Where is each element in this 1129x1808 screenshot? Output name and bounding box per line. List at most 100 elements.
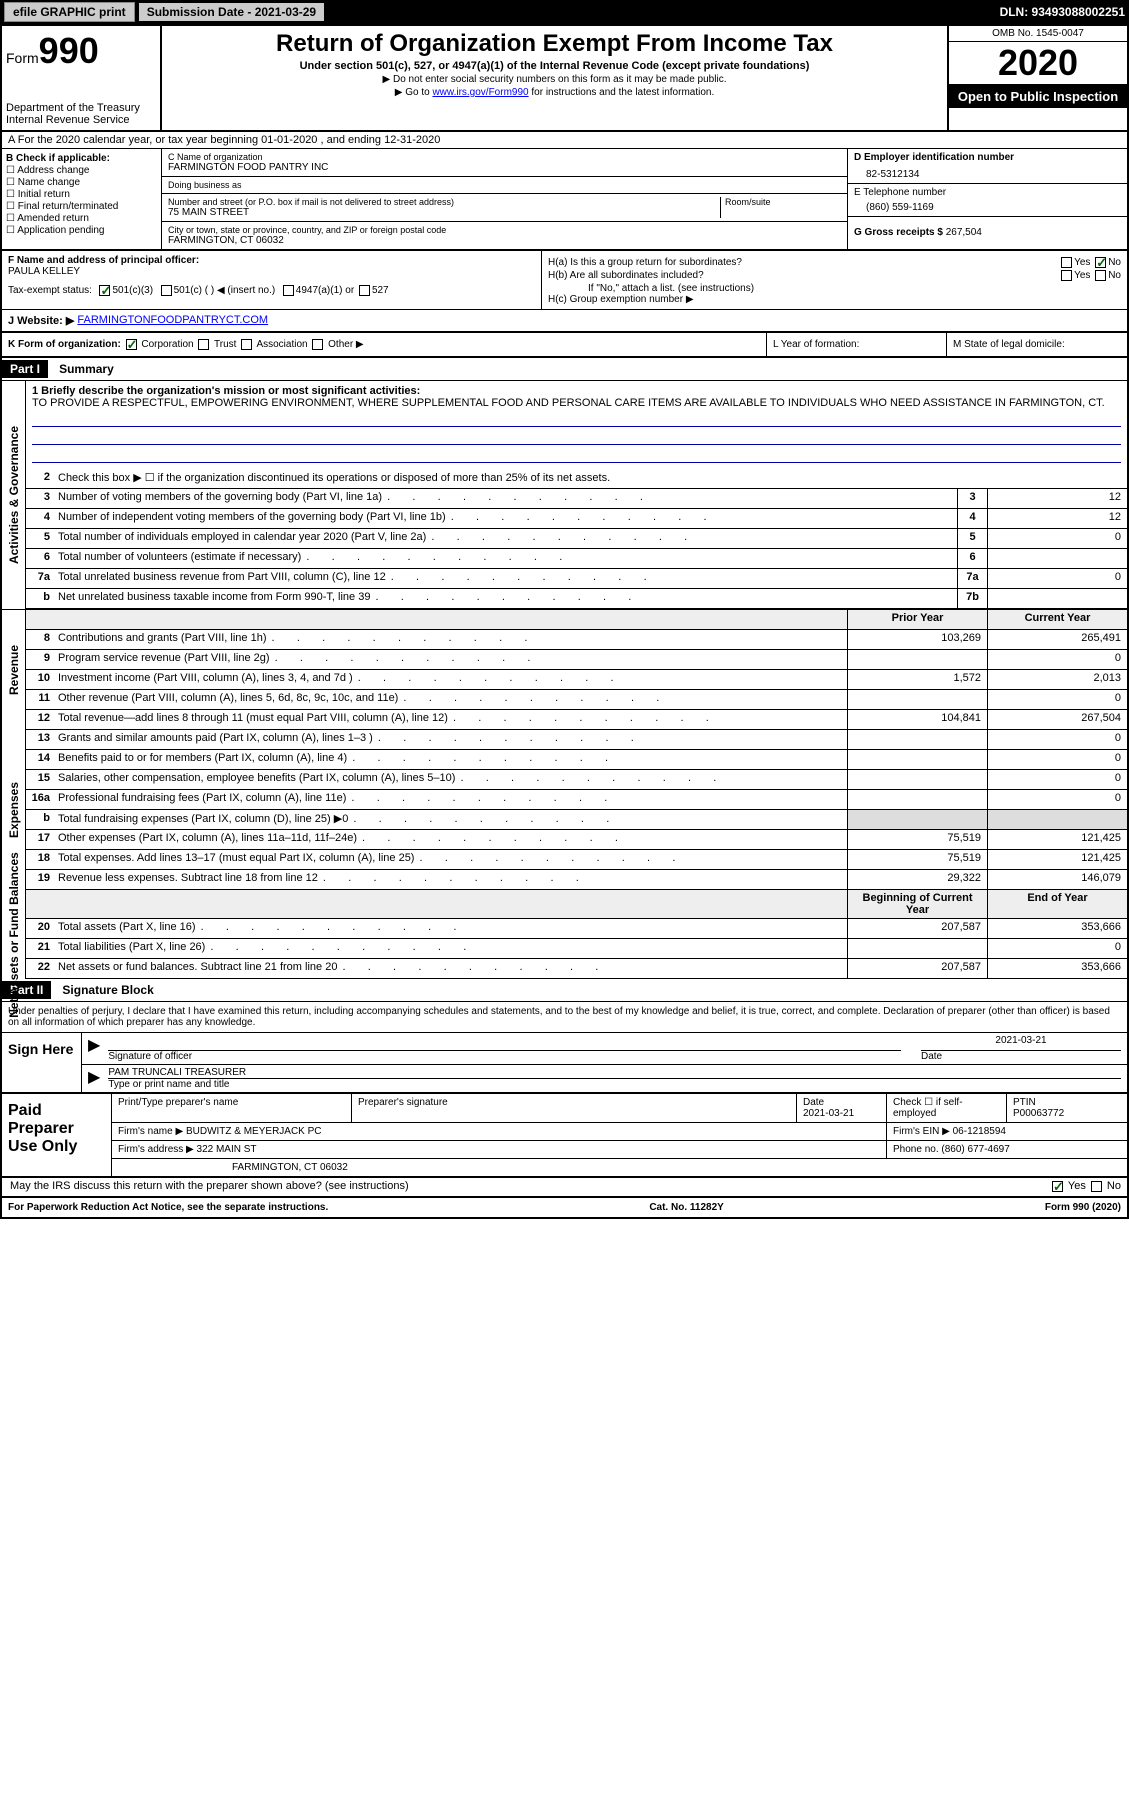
box-c: C Name of organization FARMINGTON FOOD P… [162,149,847,249]
date-label: Date [921,1051,1121,1062]
website-link[interactable]: FARMINGTONFOODPANTRYCT.COM [77,314,268,327]
gross-value: 267,504 [946,227,982,238]
hb-yes[interactable] [1061,270,1072,281]
officer-label: F Name and address of principal officer: [8,255,535,266]
chk-501c[interactable] [161,285,172,296]
firm-name-label: Firm's name ▶ [118,1126,183,1137]
expenses-section: Expenses 13Grants and similar amounts pa… [2,730,1127,890]
form-header: Form990 Department of the Treasury Inter… [2,26,1127,132]
ha-no[interactable] [1095,257,1106,268]
sign-here: Sign Here [2,1033,82,1092]
chk-address[interactable]: ☐ Address change [6,165,157,176]
firm-addr-label: Firm's address ▶ [118,1144,194,1155]
firm-phone-label: Phone no. [893,1144,939,1155]
pra-notice: For Paperwork Reduction Act Notice, see … [8,1202,328,1213]
sig-type-label: Type or print name and title [108,1079,1121,1090]
line-3: 3Number of voting members of the governi… [26,489,1127,509]
pt-name-label: Print/Type preparer's name [112,1094,352,1122]
cat-no: Cat. No. 11282Y [649,1202,723,1213]
sig-date: 2021-03-21 [921,1035,1121,1051]
section-fh: F Name and address of principal officer:… [2,251,1127,310]
l2-text: Check this box ▶ ☐ if the organization d… [54,469,1127,488]
dln: DLN: 93493088002251 [1000,5,1125,19]
tax-year: 2020 [949,42,1127,85]
mission-blank1 [32,411,1121,427]
pt-sig-label: Preparer's signature [352,1094,797,1122]
chk-4947[interactable] [283,285,294,296]
line-17: 17Other expenses (Part IX, column (A), l… [26,830,1127,850]
line-16a: 16aProfessional fundraising fees (Part I… [26,790,1127,810]
discuss-label: May the IRS discuss this return with the… [2,1178,987,1196]
dba-label: Doing business as [168,180,841,190]
paid-label: Paid Preparer Use Only [2,1094,112,1176]
gross-label: G Gross receipts $ [854,227,943,238]
chk-trust[interactable] [198,339,209,350]
officer-name: PAULA KELLEY [8,266,535,277]
line-13: 13Grants and similar amounts paid (Part … [26,730,1127,750]
ha-yes[interactable] [1061,257,1072,268]
discuss-yes[interactable] [1052,1181,1063,1192]
line-15: 15Salaries, other compensation, employee… [26,770,1127,790]
part2-header: Part II Signature Block [2,979,1127,1002]
note-ssn: ▶ Do not enter social security numbers o… [166,74,943,85]
line-14: 14Benefits paid to or for members (Part … [26,750,1127,770]
discuss-no[interactable] [1091,1181,1102,1192]
chk-corp[interactable] [126,339,137,350]
line-22: 22Net assets or fund balances. Subtract … [26,959,1127,979]
l1-label: 1 Briefly describe the organization's mi… [32,385,1121,397]
form-num: 990 [39,30,99,71]
instructions-link[interactable]: www.irs.gov/Form990 [432,87,528,98]
website-label: J Website: ▶ [8,314,74,327]
l-year: L Year of formation: [767,333,947,356]
chk-assoc[interactable] [241,339,252,350]
revenue-section: Revenue Prior YearCurrent Year 8Contribu… [2,609,1127,730]
part1-title: Summary [51,362,114,376]
line-6: 6Total number of volunteers (estimate if… [26,549,1127,569]
form-number: Form990 [6,30,156,72]
firm-phone: (860) 677-4697 [941,1144,1009,1155]
firm-name: BUDWITZ & MEYERJACK PC [186,1126,322,1137]
part1-label: Part I [2,360,48,378]
chk-amended[interactable]: ☐ Amended return [6,213,157,224]
c-name-label: C Name of organization [168,152,841,162]
city-label: City or town, state or province, country… [168,225,841,235]
org-name: FARMINGTON FOOD PANTRY INC [168,162,841,173]
row-j: J Website: ▶ FARMINGTONFOODPANTRYCT.COM [2,310,1127,333]
hb-note: If "No," attach a list. (see instruction… [548,283,1121,294]
chk-501c3[interactable] [99,285,110,296]
line-5: 5Total number of individuals employed in… [26,529,1127,549]
note2-pre: ▶ Go to [395,87,433,98]
side-na: Net Assets or Fund Balances [7,852,21,1018]
chk-pending[interactable]: ☐ Application pending [6,225,157,236]
line-19: 19Revenue less expenses. Subtract line 1… [26,870,1127,890]
line-21: 21Total liabilities (Part X, line 26)0 [26,939,1127,959]
submission-date: Submission Date - 2021-03-29 [139,3,324,21]
part1-header: Part I Summary [2,358,1127,381]
row-a: A For the 2020 calendar year, or tax yea… [2,132,1127,149]
form-label: Form [6,50,39,66]
row-klm: K Form of organization: Corporation Trus… [2,333,1127,358]
form-ref: Form 990 (2020) [1045,1202,1121,1213]
room-label: Room/suite [725,197,841,207]
sig-arrow2: ▶ [88,1067,100,1090]
chk-name[interactable]: ☐ Name change [6,177,157,188]
chk-other[interactable] [312,339,323,350]
efile-btn[interactable]: efile GRAPHIC print [4,2,135,22]
chk-initial[interactable]: ☐ Initial return [6,189,157,200]
line-18: 18Total expenses. Add lines 13–17 (must … [26,850,1127,870]
side-ag: Activities & Governance [7,426,21,564]
chk-527[interactable] [359,285,370,296]
phone-label: E Telephone number [854,187,1121,198]
hb-no[interactable] [1095,270,1106,281]
phone-value: (860) 559-1169 [854,198,1121,213]
omb-number: OMB No. 1545-0047 [949,26,1127,42]
sign-here-row: Sign Here ▶ Signature of officer 2021-03… [2,1032,1127,1092]
box-b-label: B Check if applicable: [6,153,157,164]
hb-label: H(b) Are all subordinates included? [548,270,704,281]
ptin-label: PTIN [1013,1097,1036,1108]
chk-final[interactable]: ☐ Final return/terminated [6,201,157,212]
firm-addr2: FARMINGTON, CT 06032 [112,1159,1127,1176]
line-4: 4Number of independent voting members of… [26,509,1127,529]
sig-officer-line[interactable] [108,1035,901,1051]
line-9: 9Program service revenue (Part VIII, lin… [26,650,1127,670]
